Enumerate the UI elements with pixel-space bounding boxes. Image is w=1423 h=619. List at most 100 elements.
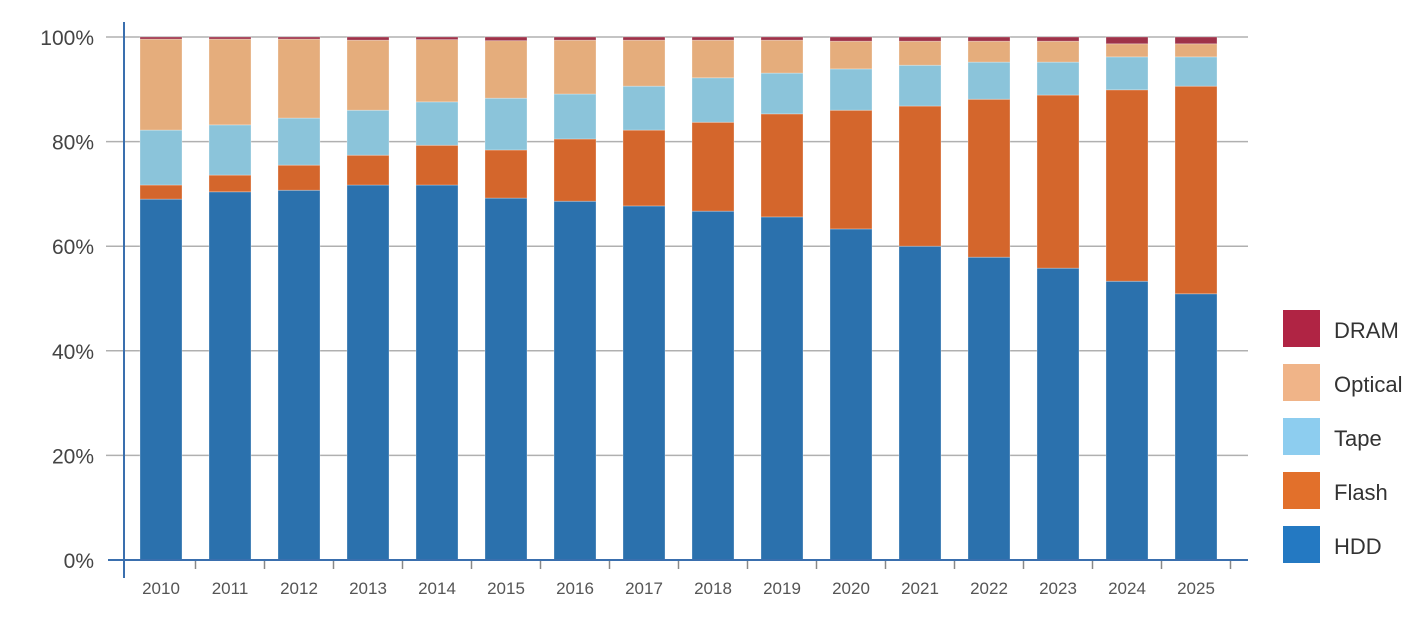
legend-swatch <box>1283 418 1320 455</box>
bar-segment-dram <box>553 36 597 41</box>
bar-segment-tape <box>277 117 321 166</box>
bar-segment-tape <box>1174 56 1218 87</box>
bar-stack <box>553 36 597 561</box>
bar-segment-hdd <box>829 228 873 561</box>
bar-segment-tape <box>760 72 804 115</box>
bar-segment-hdd <box>139 198 183 561</box>
x-tick-label: 2017 <box>625 579 663 598</box>
bar-stack <box>622 36 666 561</box>
bar-segment-flash <box>1036 94 1080 269</box>
bar-segment-hdd <box>553 200 597 561</box>
bar-stack <box>139 36 183 561</box>
bar-segment-optical <box>346 39 390 111</box>
legend-item-dram: DRAM <box>1283 310 1399 347</box>
bar-segment-dram <box>208 36 252 40</box>
bar-segment-flash <box>415 144 459 186</box>
bar-stack <box>277 36 321 561</box>
bar-stack <box>346 36 390 561</box>
bars <box>139 36 1218 561</box>
y-tick-label: 80% <box>52 132 94 155</box>
x-tick-label: 2014 <box>418 579 456 598</box>
bar-segment-dram <box>1105 36 1149 45</box>
bar-segment-flash <box>691 121 735 212</box>
bar-segment-dram <box>415 36 459 41</box>
bar-segment-tape <box>484 97 528 151</box>
bar-segment-dram <box>484 36 528 42</box>
axes <box>108 22 1248 578</box>
bar-segment-hdd <box>1105 280 1149 561</box>
x-tick-label: 2012 <box>280 579 318 598</box>
bar-segment-dram <box>829 36 873 42</box>
bar-segment-hdd <box>346 184 390 561</box>
bar-stack <box>415 36 459 561</box>
legend-swatch <box>1283 472 1320 509</box>
bar-segment-hdd <box>967 256 1011 561</box>
bar-segment-tape <box>898 64 942 107</box>
bar-segment-dram <box>898 36 942 42</box>
bar-segment-flash <box>208 174 252 193</box>
legend-swatch <box>1283 310 1320 347</box>
legend-label: HDD <box>1334 534 1382 559</box>
x-tick-label: 2020 <box>832 579 870 598</box>
bar-segment-tape <box>415 101 459 146</box>
bar-segment-tape <box>208 124 252 176</box>
bar-segment-optical <box>1174 43 1218 58</box>
bar-stack <box>760 36 804 561</box>
bar-segment-flash <box>277 164 321 191</box>
bar-segment-optical <box>829 40 873 70</box>
x-tick-label: 2024 <box>1108 579 1146 598</box>
bar-segment-flash <box>484 149 528 199</box>
bar-stack <box>1174 36 1218 561</box>
x-tick-label: 2015 <box>487 579 525 598</box>
legend-label: Tape <box>1334 426 1382 451</box>
bar-segment-hdd <box>622 205 666 561</box>
bar-segment-dram <box>1036 36 1080 42</box>
bar-segment-flash <box>967 98 1011 258</box>
legend: DRAM Optical Tape Flash HDD <box>1283 310 1402 563</box>
bar-segment-flash <box>553 138 597 202</box>
bar-segment-dram <box>1174 36 1218 45</box>
y-tick-label: 0% <box>64 550 94 573</box>
legend-label: DRAM <box>1334 318 1399 343</box>
bar-segment-optical <box>967 40 1011 63</box>
bar-segment-optical <box>277 38 321 119</box>
bar-segment-hdd <box>1174 293 1218 561</box>
legend-item-hdd: HDD <box>1283 526 1382 563</box>
y-tick-label: 40% <box>52 341 94 364</box>
bar-stack <box>829 36 873 561</box>
bar-segment-dram <box>760 36 804 41</box>
bar-segment-flash <box>1174 85 1218 295</box>
bar-stack <box>1105 36 1149 561</box>
bar-segment-tape <box>1036 61 1080 96</box>
bar-segment-dram <box>346 36 390 41</box>
bar-segment-flash <box>829 109 873 230</box>
bar-segment-hdd <box>484 197 528 561</box>
bar-segment-optical <box>691 39 735 79</box>
y-tick-label: 20% <box>52 445 94 468</box>
x-tick-label: 2016 <box>556 579 594 598</box>
bar-segment-hdd <box>898 245 942 561</box>
bar-segment-flash <box>1105 89 1149 282</box>
bar-segment-optical <box>484 40 528 99</box>
bar-segment-hdd <box>277 189 321 561</box>
x-tick-label: 2018 <box>694 579 732 598</box>
bar-segment-optical <box>1105 43 1149 58</box>
bar-stack <box>967 36 1011 561</box>
bar-segment-optical <box>208 38 252 126</box>
legend-item-optical: Optical <box>1283 364 1402 401</box>
legend-label: Flash <box>1334 480 1388 505</box>
bar-stack <box>208 36 252 561</box>
y-tick-label: 100% <box>40 27 94 50</box>
x-tick-label: 2023 <box>1039 579 1077 598</box>
bar-segment-hdd <box>1036 267 1080 561</box>
x-tick-label: 2013 <box>349 579 387 598</box>
bar-segment-hdd <box>691 210 735 561</box>
bar-segment-optical <box>760 39 804 74</box>
bar-segment-flash <box>139 184 183 200</box>
bar-segment-flash <box>898 105 942 247</box>
bar-segment-tape <box>622 85 666 131</box>
legend-label: Optical <box>1334 372 1402 397</box>
y-tick-label: 60% <box>52 236 94 259</box>
bar-segment-tape <box>1105 56 1149 91</box>
